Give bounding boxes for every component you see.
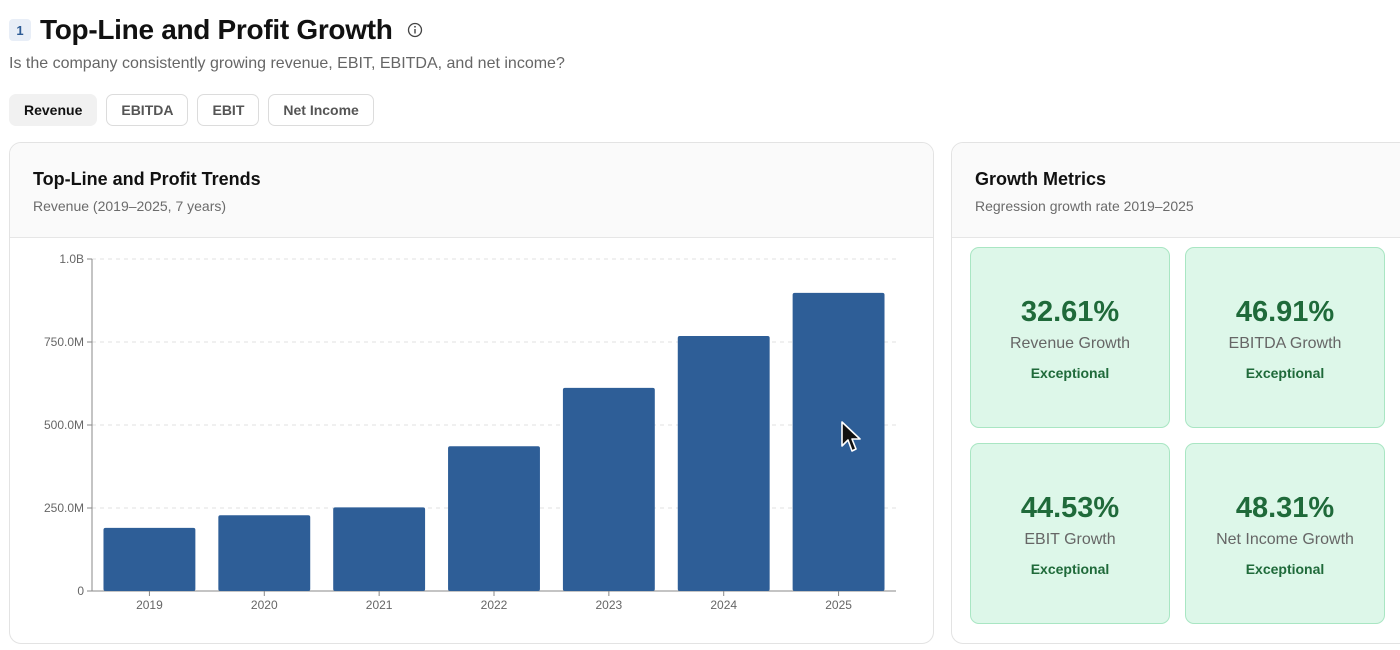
metric-rating: Exceptional — [1245, 561, 1325, 577]
trends-card: Top-Line and Profit Trends Revenue (2019… — [9, 142, 934, 644]
trends-card-title: Top-Line and Profit Trends — [33, 169, 261, 189]
metric-tabs: Revenue EBITDA EBIT Net Income — [9, 94, 374, 126]
metric-label: Revenue Growth — [1009, 335, 1131, 352]
y-tick-label: 250.0M — [44, 501, 84, 515]
mouse-cursor-icon — [841, 421, 861, 452]
metric-value: 44.53% — [1020, 492, 1120, 524]
metric-tile-net-income: 48.31% Net Income Growth Exceptional — [1185, 443, 1385, 624]
bar-2023 — [562, 387, 655, 591]
bar-2019 — [103, 527, 196, 591]
metric-tile-revenue: 32.61% Revenue Growth Exceptional — [970, 247, 1170, 428]
y-tick-label: 0 — [77, 584, 84, 598]
metrics-card-title: Growth Metrics — [975, 169, 1107, 189]
metric-tile-ebitda: 46.91% EBITDA Growth Exceptional — [1185, 247, 1385, 428]
x-tick-label: 2021 — [366, 598, 393, 612]
metric-value: 48.31% — [1235, 492, 1335, 524]
x-tick-label: 2024 — [710, 598, 737, 612]
metric-label: EBITDA Growth — [1228, 335, 1342, 352]
revenue-bar-chart: 0 250.0M 500.0M 750.0M 1.0B 2019 2020 2021 2022 2… — [44, 252, 896, 612]
info-icon[interactable] — [407, 22, 423, 38]
page-title: Top-Line and Profit Growth — [40, 14, 393, 45]
section-number-badge: 1 — [9, 19, 31, 41]
bar-2021 — [333, 507, 426, 591]
metrics-card-subtitle: Regression growth rate 2019–2025 — [975, 198, 1194, 214]
metric-value: 32.61% — [1020, 296, 1120, 328]
x-tick-label: 2025 — [825, 598, 852, 612]
trends-card-header: Top-Line and Profit Trends Revenue (2019… — [10, 143, 933, 238]
metric-rating: Exceptional — [1245, 365, 1325, 381]
bar-2025 — [792, 292, 885, 591]
y-tick-label: 500.0M — [44, 418, 84, 432]
metric-value: 46.91% — [1235, 296, 1335, 328]
trends-card-subtitle: Revenue (2019–2025, 7 years) — [33, 198, 227, 214]
metric-label: Net Income Growth — [1216, 531, 1354, 548]
tab-ebit[interactable]: EBIT — [197, 94, 260, 126]
growth-metrics-card: Growth Metrics Regression growth rate 20… — [951, 142, 1400, 644]
metric-label: EBIT Growth — [1024, 531, 1116, 548]
metric-rating: Exceptional — [1030, 365, 1110, 381]
bar-2022 — [448, 446, 540, 591]
page-subtitle: Is the company consistently growing reve… — [9, 55, 565, 72]
y-tick-label: 750.0M — [44, 335, 84, 349]
x-tick-label: 2023 — [596, 598, 623, 612]
section-header: 1 Top-Line and Profit Growth — [9, 14, 423, 46]
bar-2020 — [218, 515, 311, 591]
tab-net-income[interactable]: Net Income — [268, 94, 374, 126]
metric-rating: Exceptional — [1030, 561, 1110, 577]
metric-tile-ebit: 44.53% EBIT Growth Exceptional — [970, 443, 1170, 624]
metrics-card-header: Growth Metrics Regression growth rate 20… — [952, 143, 1400, 238]
tab-ebitda[interactable]: EBITDA — [106, 94, 189, 126]
bar-2024 — [677, 336, 770, 591]
y-tick-label: 1.0B — [59, 252, 84, 266]
tab-revenue[interactable]: Revenue — [9, 94, 98, 126]
x-tick-label: 2022 — [481, 598, 508, 612]
x-tick-label: 2019 — [136, 598, 163, 612]
x-tick-label: 2020 — [251, 598, 278, 612]
